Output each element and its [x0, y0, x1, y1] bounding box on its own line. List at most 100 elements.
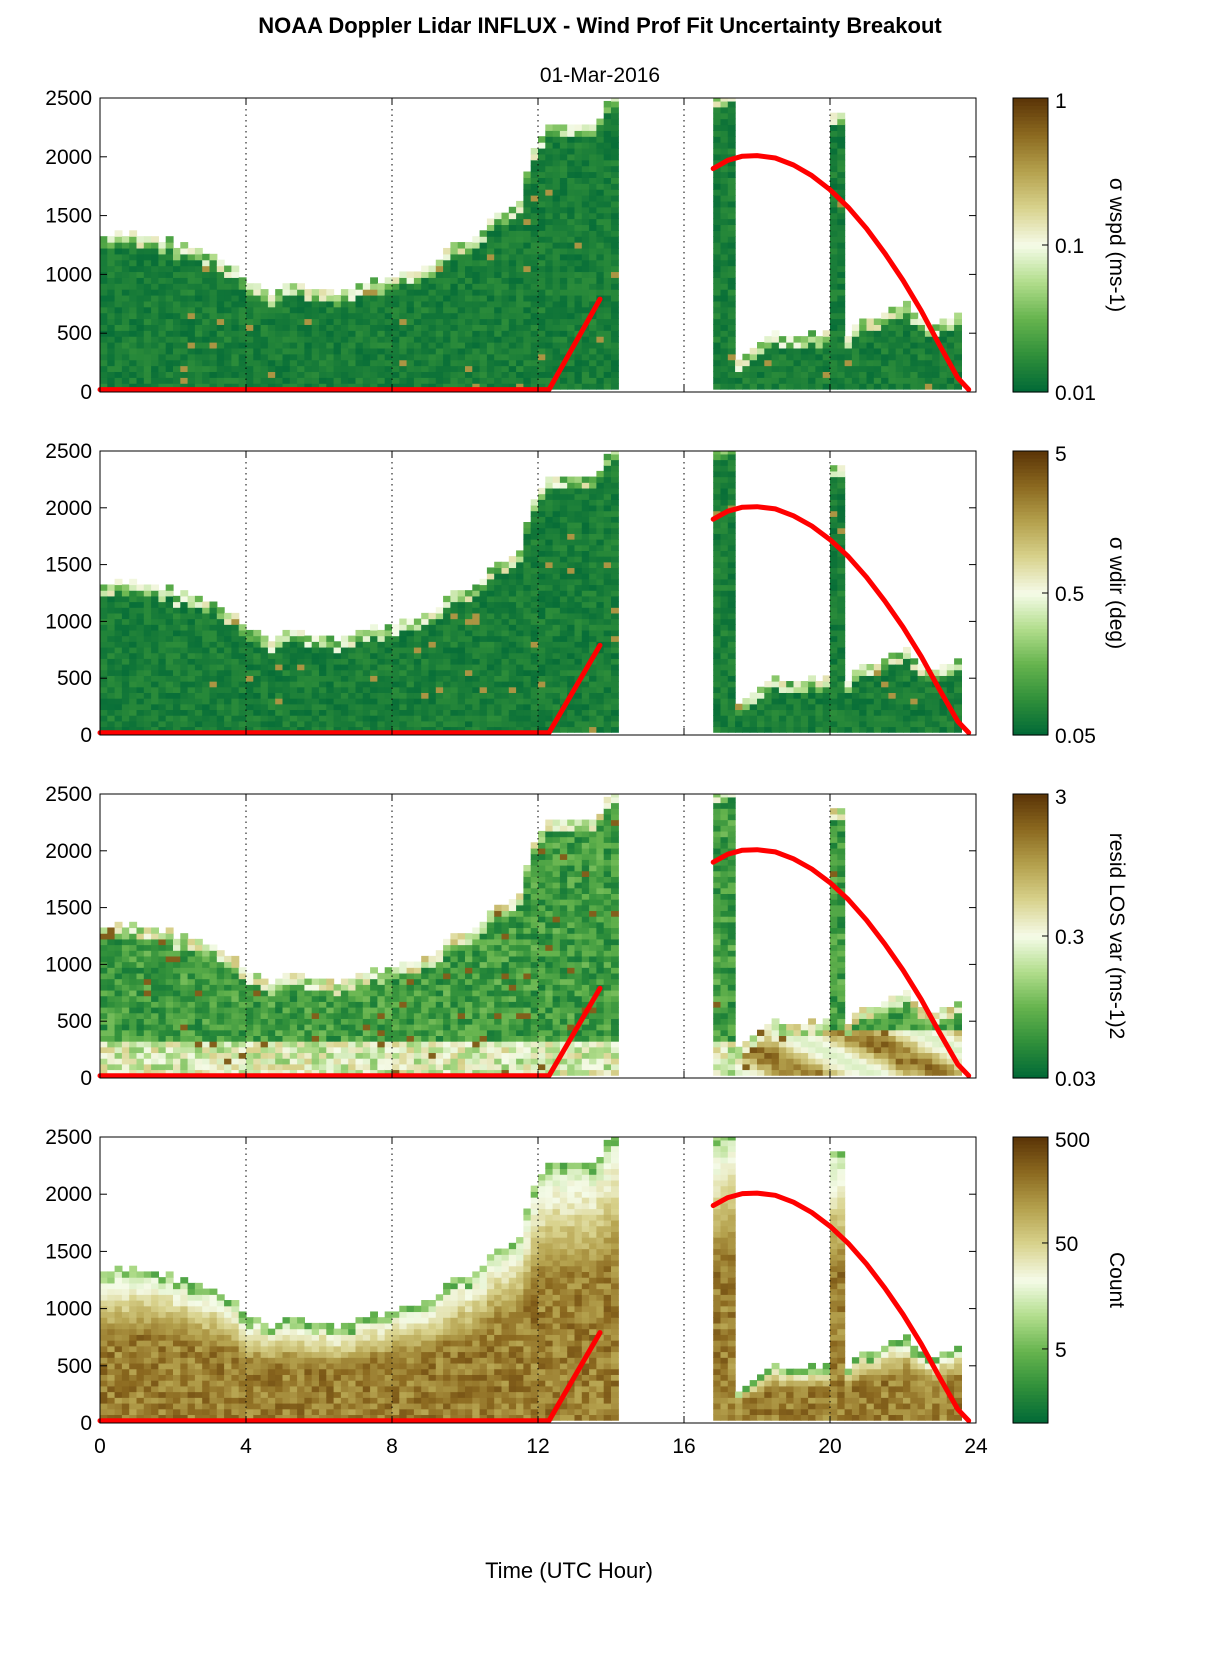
- heatmap-cell: [129, 242, 138, 249]
- heatmap-cell: [304, 664, 313, 671]
- heatmap-cell: [501, 347, 510, 355]
- heatmap-cell: [939, 686, 948, 693]
- heatmap-cell: [567, 177, 576, 184]
- heatmap-cell: [100, 652, 108, 659]
- heatmap-cell: [392, 306, 400, 314]
- heatmap-cell: [523, 686, 532, 693]
- heatmap-cell: [450, 601, 459, 608]
- heatmap-cell: [596, 544, 605, 551]
- heatmap-cell: [486, 336, 495, 343]
- heatmap-cell: [924, 675, 933, 682]
- heatmap-cell: [742, 371, 751, 378]
- heatmap-cell: [720, 470, 729, 478]
- heatmap-cell: [443, 652, 451, 659]
- heatmap-cell: [114, 709, 123, 716]
- heatmap-cell: [180, 277, 189, 284]
- heatmap-cell: [486, 294, 495, 302]
- heatmap-cell: [260, 289, 269, 296]
- heatmap-cell: [611, 698, 619, 705]
- heatmap-cell: [851, 720, 860, 728]
- heatmap-cell: [362, 306, 371, 314]
- heatmap-cell: [713, 159, 722, 167]
- heatmap-cell: [589, 283, 597, 290]
- heatmap-cell: [486, 720, 495, 728]
- heatmap-cell: [501, 283, 510, 290]
- heatmap-cell: [589, 493, 597, 500]
- y-tick-label: 2000: [45, 497, 92, 520]
- heatmap-cell: [479, 342, 488, 349]
- heatmap-cell: [319, 635, 327, 642]
- heatmap-cell: [611, 383, 619, 390]
- heatmap-cell: [238, 342, 247, 349]
- heatmap-cell: [917, 347, 926, 355]
- heatmap-cell: [136, 652, 145, 659]
- heatmap-cell: [450, 715, 459, 722]
- heatmap-cell: [297, 664, 305, 671]
- heatmap-cell: [413, 371, 422, 378]
- heatmap-cell: [508, 692, 517, 699]
- heatmap-cell: [100, 259, 108, 267]
- heatmap-cell: [859, 664, 868, 671]
- heatmap-cell: [494, 715, 503, 722]
- heatmap-cell: [574, 595, 583, 603]
- heatmap-cell: [932, 669, 941, 676]
- heatmap-cell: [173, 726, 181, 733]
- heatmap-cell: [596, 629, 605, 637]
- heatmap-cell: [319, 353, 327, 361]
- heatmap-cell: [209, 715, 218, 722]
- heatmap-cell: [136, 371, 145, 378]
- heatmap-cell: [370, 359, 378, 367]
- heatmap-cell: [486, 669, 495, 676]
- heatmap-cell: [523, 635, 532, 642]
- heatmap-cell: [793, 365, 802, 373]
- heatmap-cell: [136, 635, 145, 642]
- heatmap-cell: [508, 624, 517, 631]
- heatmap-cell: [486, 377, 495, 384]
- heatmap-cell: [231, 377, 240, 384]
- heatmap-cell: [443, 253, 451, 261]
- heatmap-cell: [267, 669, 276, 676]
- heatmap-cell: [538, 681, 546, 688]
- heatmap-cell: [574, 487, 583, 495]
- heatmap-cell: [121, 624, 130, 631]
- heatmap-cell: [552, 652, 561, 659]
- heatmap-cell: [727, 618, 736, 625]
- heatmap-cell: [450, 698, 459, 705]
- heatmap-cell: [246, 652, 254, 659]
- heatmap-cell: [107, 377, 116, 384]
- heatmap-cell: [567, 165, 576, 173]
- heatmap-cell: [530, 330, 539, 337]
- heatmap-cell: [727, 171, 736, 178]
- heatmap-cell: [136, 383, 145, 390]
- heatmap-cell: [216, 709, 225, 716]
- heatmap-cell: [129, 692, 138, 699]
- heatmap-cell: [954, 336, 962, 343]
- heatmap-cell: [392, 635, 400, 642]
- heatmap-cell: [559, 612, 568, 620]
- heatmap-cell: [158, 595, 167, 603]
- heatmap-cell: [559, 595, 568, 603]
- mixing-height-line: [710, 153, 972, 393]
- heatmap-cell: [348, 641, 357, 648]
- colorbar-swatch: [1013, 318, 1048, 323]
- heatmap-cell: [552, 218, 561, 226]
- heatmap-cell: [224, 669, 232, 676]
- heatmap-cell: [589, 544, 597, 551]
- heatmap-cell: [764, 359, 773, 367]
- heatmap-cell: [742, 359, 751, 367]
- heatmap-cell: [589, 561, 597, 569]
- heatmap-cell: [727, 106, 736, 114]
- heatmap-cell: [216, 726, 225, 733]
- heatmap-cell: [253, 664, 262, 671]
- heatmap-cell: [581, 265, 590, 273]
- colorbar-swatch: [1013, 259, 1048, 264]
- heatmap-cell: [165, 330, 174, 337]
- heatmap-cell: [611, 669, 619, 676]
- heatmap-cell: [173, 715, 181, 722]
- heatmap-cell: [559, 183, 568, 190]
- heatmap-cell: [881, 715, 889, 722]
- heatmap-cell: [545, 377, 554, 384]
- heatmap-cell: [107, 624, 116, 631]
- heatmap-cell: [954, 359, 962, 367]
- heatmap-cell: [370, 377, 378, 384]
